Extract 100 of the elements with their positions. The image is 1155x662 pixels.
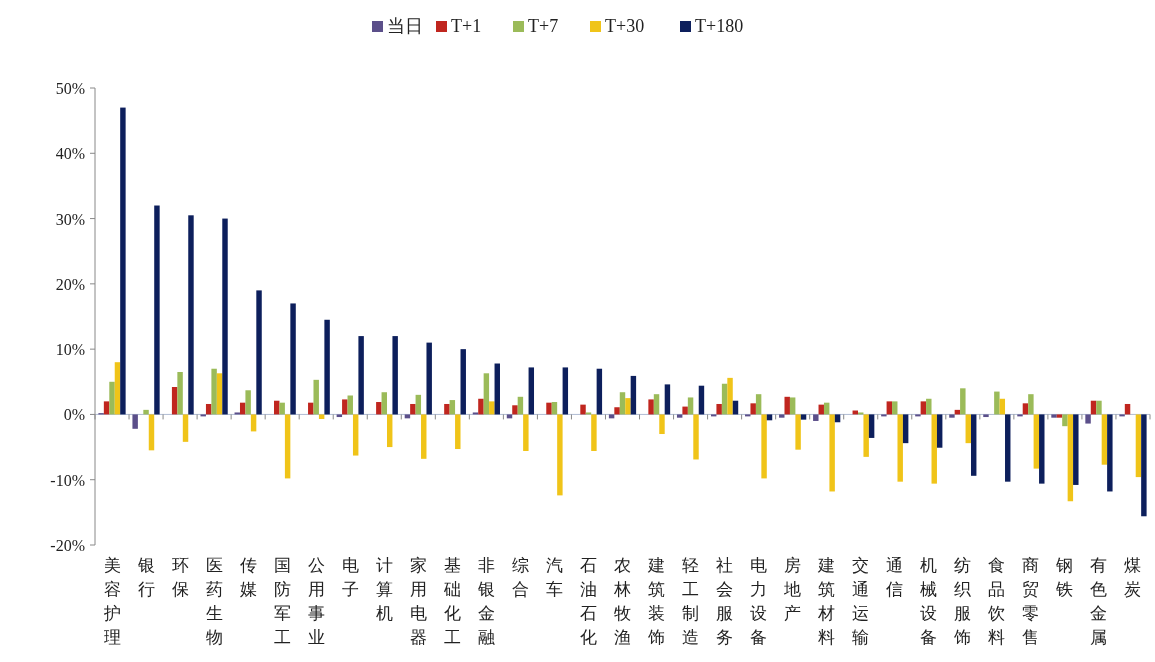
- bar: [279, 402, 285, 415]
- x-tick-label: 电力设备: [750, 555, 768, 647]
- bar: [250, 414, 257, 432]
- bar: [625, 398, 631, 415]
- bar: [1067, 414, 1074, 502]
- bar: [404, 414, 411, 419]
- y-tick-label: 30%: [55, 210, 85, 228]
- bar: [1073, 414, 1079, 485]
- bar: [936, 414, 943, 448]
- bar: [1039, 414, 1045, 484]
- bar: [449, 400, 456, 415]
- bar: [182, 414, 189, 442]
- bar: [829, 414, 835, 492]
- bar: [347, 395, 353, 415]
- x-tick-label: 计算机: [375, 555, 393, 623]
- bar: [682, 406, 688, 415]
- bar: [211, 368, 217, 415]
- bar: [410, 403, 416, 415]
- x-tick-label: 家用电器: [409, 555, 427, 647]
- bar: [863, 414, 869, 457]
- bar: [318, 414, 325, 419]
- bar: [284, 414, 291, 479]
- bar: [761, 414, 767, 479]
- bar: [1135, 414, 1142, 478]
- bar: [1056, 414, 1063, 418]
- bar: [619, 392, 626, 415]
- x-tick-label: 商贸零售: [1022, 555, 1040, 647]
- bar: [693, 414, 699, 460]
- x-tick-label: 建筑装饰: [647, 555, 666, 647]
- x-tick-label: 美容护理: [102, 555, 121, 647]
- legend-label: 当日: [387, 16, 423, 36]
- bar: [1062, 414, 1068, 427]
- bar: [392, 336, 398, 415]
- bar: [789, 397, 796, 415]
- bar: [512, 405, 518, 415]
- bar: [171, 387, 178, 415]
- x-tick-label: 环保: [171, 555, 189, 599]
- bar: [784, 396, 790, 415]
- bar: [653, 394, 660, 415]
- bar: [698, 385, 705, 415]
- bar: [103, 401, 110, 415]
- x-tick-label: 房地产: [783, 555, 802, 623]
- bar: [1141, 414, 1147, 517]
- bar: [716, 403, 722, 415]
- bar: [444, 403, 450, 415]
- bar: [143, 409, 149, 415]
- bar: [727, 377, 733, 415]
- bar: [557, 414, 563, 496]
- bar: [687, 397, 694, 415]
- y-tick-label: -10%: [50, 471, 85, 489]
- x-tick-label: 通信: [886, 555, 904, 599]
- legend-label: T+7: [528, 16, 559, 36]
- x-tick-label: 机械设备: [920, 555, 938, 647]
- bar: [358, 336, 364, 415]
- bar: [421, 414, 427, 459]
- bar: [931, 414, 937, 484]
- bar: [216, 373, 223, 415]
- x-tick-label: 国防军工: [273, 555, 291, 647]
- bar: [336, 414, 343, 418]
- y-tick-label: 10%: [55, 341, 85, 359]
- x-tick-label: 建筑材料: [817, 555, 836, 647]
- bar: [528, 367, 535, 415]
- bar: [750, 403, 756, 415]
- bar: [1096, 400, 1102, 415]
- bar: [892, 401, 898, 415]
- x-tick-label: 基础化工: [442, 555, 461, 647]
- bar: [1101, 414, 1108, 465]
- bar: [1085, 414, 1091, 424]
- bar: [1033, 414, 1040, 469]
- x-tick-label: 传媒: [239, 555, 257, 599]
- x-tick-label: 纺织服饰: [953, 555, 972, 647]
- bar: [1107, 414, 1113, 492]
- bar: [1028, 394, 1034, 415]
- x-tick-label: 石油石化: [579, 555, 597, 647]
- bar: [245, 390, 251, 415]
- bar: [676, 414, 683, 418]
- bar: [591, 414, 597, 451]
- bar: [659, 414, 665, 435]
- x-tick-label: 汽车: [545, 555, 563, 599]
- x-tick-label: 交通运输: [852, 555, 870, 647]
- bar: [154, 205, 160, 415]
- bar: [426, 342, 432, 415]
- y-tick-label: 40%: [55, 145, 85, 163]
- bar: [506, 414, 513, 419]
- y-tick-label: 50%: [55, 80, 85, 97]
- x-tick-label: 钢铁: [1055, 555, 1074, 599]
- bar: [800, 414, 807, 420]
- bar: [965, 414, 971, 444]
- x-tick-label: 医药生物: [205, 555, 223, 647]
- bar: [381, 392, 387, 415]
- bar: [960, 388, 966, 415]
- bar: [478, 398, 484, 415]
- bar: [648, 399, 654, 415]
- bar: [1051, 414, 1057, 418]
- legend-label: T+180: [695, 16, 744, 36]
- bar: [897, 414, 903, 482]
- bar: [902, 414, 909, 444]
- bar: [132, 414, 138, 429]
- bar: [290, 303, 296, 415]
- bar: [120, 107, 126, 415]
